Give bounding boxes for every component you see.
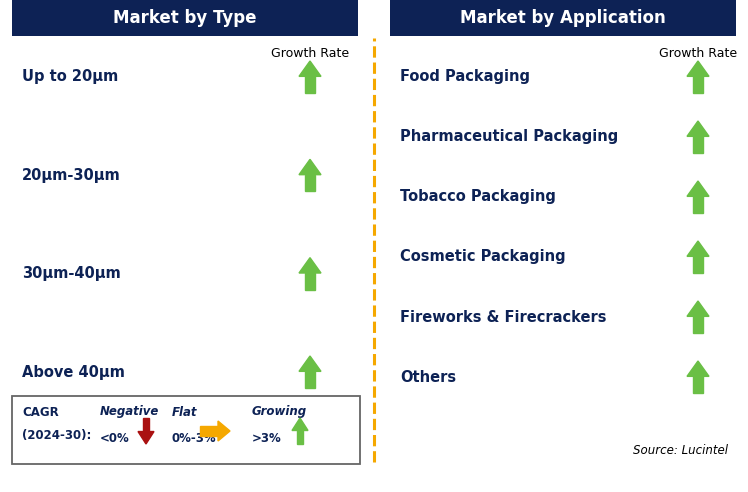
Polygon shape bbox=[693, 196, 702, 213]
FancyBboxPatch shape bbox=[390, 0, 736, 36]
Text: Fireworks & Firecrackers: Fireworks & Firecrackers bbox=[400, 309, 607, 325]
Polygon shape bbox=[305, 371, 315, 388]
Polygon shape bbox=[693, 76, 702, 93]
Polygon shape bbox=[687, 61, 709, 76]
Text: Tobacco Packaging: Tobacco Packaging bbox=[400, 189, 556, 205]
Text: Negative: Negative bbox=[100, 405, 159, 419]
Polygon shape bbox=[299, 159, 321, 175]
Polygon shape bbox=[138, 431, 154, 444]
Text: >3%: >3% bbox=[252, 431, 282, 444]
Polygon shape bbox=[687, 301, 709, 316]
Polygon shape bbox=[305, 175, 315, 191]
Text: Flat: Flat bbox=[172, 405, 197, 419]
Polygon shape bbox=[693, 136, 702, 153]
Polygon shape bbox=[693, 376, 702, 393]
Polygon shape bbox=[305, 273, 315, 290]
Polygon shape bbox=[299, 356, 321, 371]
Text: Growth Rate: Growth Rate bbox=[271, 47, 349, 60]
Text: 30μm-40μm: 30μm-40μm bbox=[22, 266, 120, 281]
Text: Source: Lucintel: Source: Lucintel bbox=[633, 443, 728, 457]
Polygon shape bbox=[299, 61, 321, 76]
Text: Others: Others bbox=[400, 369, 456, 385]
Text: Growth Rate: Growth Rate bbox=[659, 47, 737, 60]
FancyBboxPatch shape bbox=[12, 0, 358, 36]
Text: <0%: <0% bbox=[100, 431, 129, 444]
Text: 0%-3%: 0%-3% bbox=[172, 431, 217, 444]
Text: 20μm-30μm: 20μm-30μm bbox=[22, 168, 120, 183]
Text: Food Packaging: Food Packaging bbox=[400, 69, 530, 85]
Polygon shape bbox=[292, 418, 308, 430]
Text: Cosmetic Packaging: Cosmetic Packaging bbox=[400, 249, 565, 265]
Polygon shape bbox=[297, 430, 304, 444]
Polygon shape bbox=[305, 76, 315, 93]
Polygon shape bbox=[687, 181, 709, 196]
Polygon shape bbox=[218, 421, 230, 441]
Polygon shape bbox=[693, 256, 702, 273]
Polygon shape bbox=[687, 241, 709, 256]
Text: Above 40μm: Above 40μm bbox=[22, 365, 125, 379]
Text: Growing: Growing bbox=[252, 405, 307, 419]
Polygon shape bbox=[693, 316, 702, 333]
Text: Market by Application: Market by Application bbox=[460, 9, 666, 27]
Polygon shape bbox=[687, 361, 709, 376]
FancyBboxPatch shape bbox=[12, 396, 360, 464]
Polygon shape bbox=[200, 426, 218, 436]
Text: (2024-30):: (2024-30): bbox=[22, 430, 91, 442]
Text: Pharmaceutical Packaging: Pharmaceutical Packaging bbox=[400, 129, 619, 145]
Text: CAGR: CAGR bbox=[22, 405, 59, 419]
Text: Up to 20μm: Up to 20μm bbox=[22, 69, 118, 85]
Text: Market by Type: Market by Type bbox=[113, 9, 257, 27]
Polygon shape bbox=[687, 121, 709, 136]
Polygon shape bbox=[143, 418, 150, 431]
Polygon shape bbox=[299, 258, 321, 273]
